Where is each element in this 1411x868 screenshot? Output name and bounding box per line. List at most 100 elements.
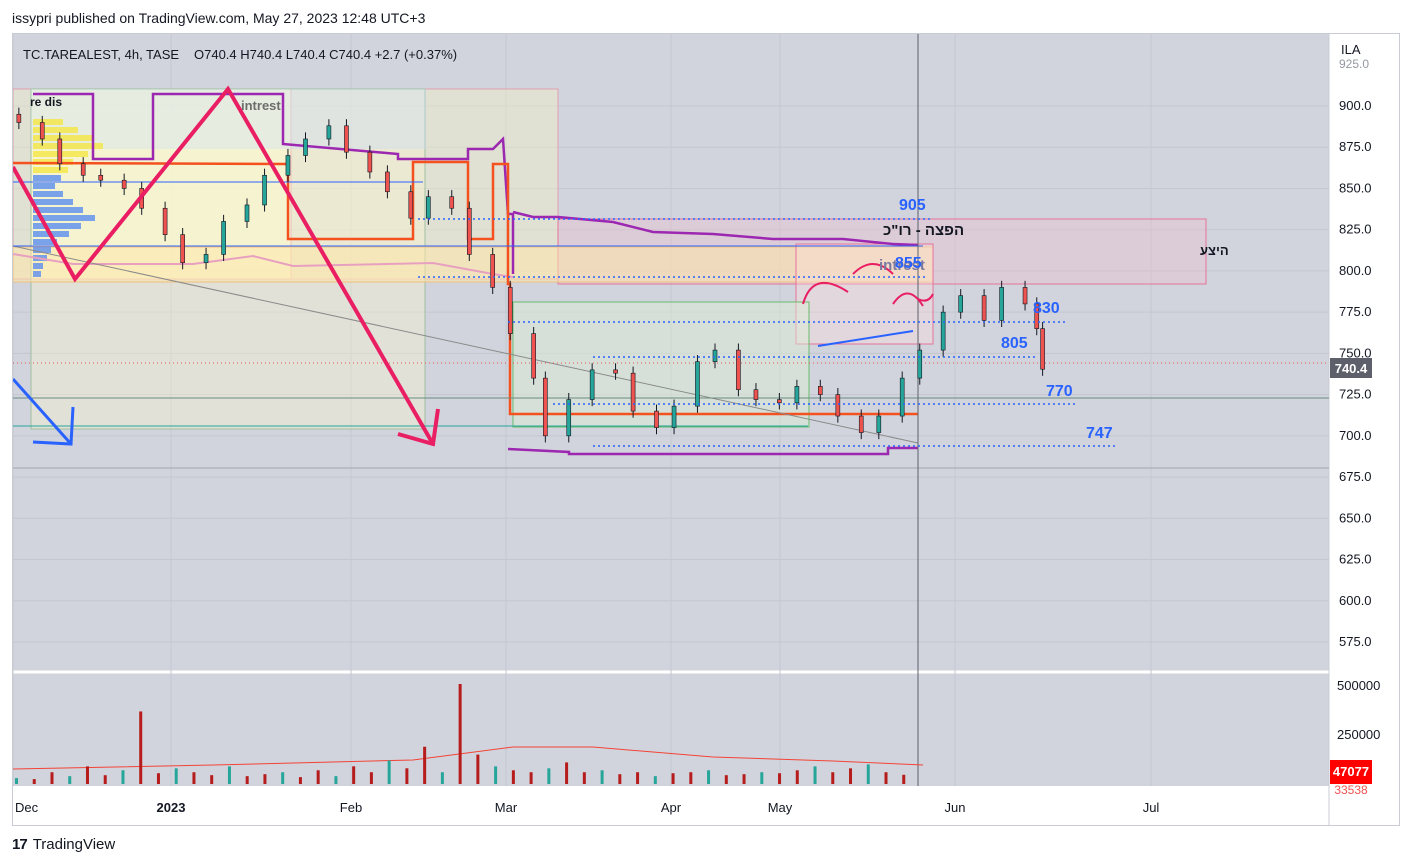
candle-body	[712, 349, 718, 362]
profile-bar	[33, 167, 68, 173]
candle-body	[303, 138, 308, 156]
volume-bar	[139, 711, 143, 784]
volume-bar	[653, 776, 657, 784]
candle-body	[958, 295, 964, 313]
price-tick-label: 850.0	[1339, 180, 1372, 195]
time-tick-label: Feb	[340, 800, 362, 815]
candle-body	[39, 122, 45, 140]
volume-bar	[210, 775, 214, 784]
candle-body	[858, 415, 864, 433]
price-chart[interactable]: 575.0 600.0 625.0 650.0 675.0 700.0 725.0 750.0…	[11, 34, 1399, 825]
candle-body	[876, 415, 882, 433]
profile-bar	[33, 207, 83, 213]
blue-arrow-head	[32, 406, 75, 446]
volume-bar	[902, 774, 906, 784]
candle-body	[566, 399, 572, 437]
curve-arrow-1	[802, 282, 849, 305]
time-tick-label: Jun	[945, 800, 966, 815]
volume-bar	[245, 776, 249, 784]
volume-bar	[600, 770, 604, 784]
price-tick-label: 675.0	[1339, 469, 1372, 484]
curve-arrow-2	[852, 263, 894, 275]
candle-body	[162, 207, 168, 235]
rtl-label-supply: היצע	[1200, 243, 1229, 258]
volume-bar	[32, 779, 36, 784]
level-lines	[418, 218, 1118, 447]
candle-body	[777, 399, 782, 404]
volume-bar	[405, 768, 409, 784]
volume-bar	[369, 772, 373, 784]
price-tick-label-partial: 925.0	[1339, 57, 1369, 71]
candles	[16, 107, 1045, 443]
candle-body	[835, 394, 841, 417]
candle-body	[244, 204, 250, 222]
price-tick-label: 775.0	[1339, 304, 1372, 319]
time-tick-label: Apr	[661, 800, 682, 815]
price-axis-bg	[1329, 34, 1399, 825]
volume-ma	[12, 746, 924, 770]
candle-body	[80, 163, 86, 176]
zone-box	[512, 301, 810, 428]
legend-symbol[interactable]: TC.TAREALEST, 4h, TASE	[23, 47, 179, 62]
price-tick-label: 900.0	[1339, 98, 1372, 113]
price-tick-label: 875.0	[1339, 139, 1372, 154]
candle-body	[408, 191, 414, 219]
volume-bar	[724, 775, 728, 784]
time-axis-bg	[13, 786, 1329, 825]
volume-bar	[476, 754, 480, 784]
profile-bar	[33, 215, 95, 221]
indicator-purple-line-3	[507, 446, 918, 456]
volume-bar	[85, 766, 89, 784]
price-tick-label: 600.0	[1339, 593, 1372, 608]
candle-body	[695, 361, 700, 407]
candle-body	[385, 171, 390, 193]
candle-body	[671, 405, 677, 428]
time-tick-label: 2023	[157, 800, 186, 815]
axis-labels: 575.0 600.0 625.0 650.0 675.0 700.0 725.0 750.0…	[15, 57, 1380, 815]
volume-bar	[707, 770, 711, 784]
candle-body	[1022, 287, 1028, 305]
footer: 17 TradingView	[12, 836, 115, 853]
currency-label: ILA	[1341, 42, 1361, 57]
indicator-pink-line	[12, 253, 514, 278]
level-805-label: 805	[1001, 335, 1028, 352]
volume-bar	[156, 773, 160, 784]
candle-body	[531, 333, 536, 379]
volume-bar	[795, 770, 799, 784]
candle-body	[449, 196, 455, 209]
chart-frame[interactable]: 575.0 600.0 625.0 650.0 675.0 700.0 725.0 750.0…	[11, 33, 1400, 826]
candle-body	[981, 295, 987, 321]
footer-brand[interactable]: TradingView	[32, 836, 116, 853]
last-volume-badge	[1330, 760, 1372, 784]
candle-body	[367, 151, 373, 173]
volume-bar	[121, 770, 125, 784]
candle-body	[940, 311, 946, 351]
price-tick-label: 800.0	[1339, 263, 1372, 278]
volume-tick-label: 250000	[1337, 727, 1380, 742]
volume-bar	[316, 770, 320, 784]
candle-body	[589, 369, 595, 400]
volume-bar	[263, 774, 267, 784]
profile-bar	[33, 175, 61, 181]
candle-body	[999, 287, 1004, 321]
volume-bar	[778, 773, 782, 784]
volume-bar	[227, 766, 231, 784]
curve-arrow-3	[892, 292, 924, 307]
volume-bar	[103, 775, 107, 784]
level-770-label: 770	[1046, 383, 1073, 400]
profile-bar	[33, 119, 63, 125]
curve-arrow-4	[917, 293, 934, 302]
volume-bar	[192, 772, 196, 784]
volume-bar	[352, 766, 356, 784]
volume-bar	[281, 772, 285, 784]
price-tick-label: 700.0	[1339, 428, 1372, 443]
indicator-purple-line	[33, 92, 515, 274]
candle-body	[507, 287, 513, 334]
price-tick-label: 650.0	[1339, 510, 1372, 525]
volume-bar	[866, 764, 870, 784]
last-price-badge	[1330, 358, 1372, 378]
candle-body	[543, 377, 548, 437]
candle-body	[613, 369, 618, 374]
drawings	[11, 85, 934, 447]
volume-bar	[15, 778, 18, 784]
